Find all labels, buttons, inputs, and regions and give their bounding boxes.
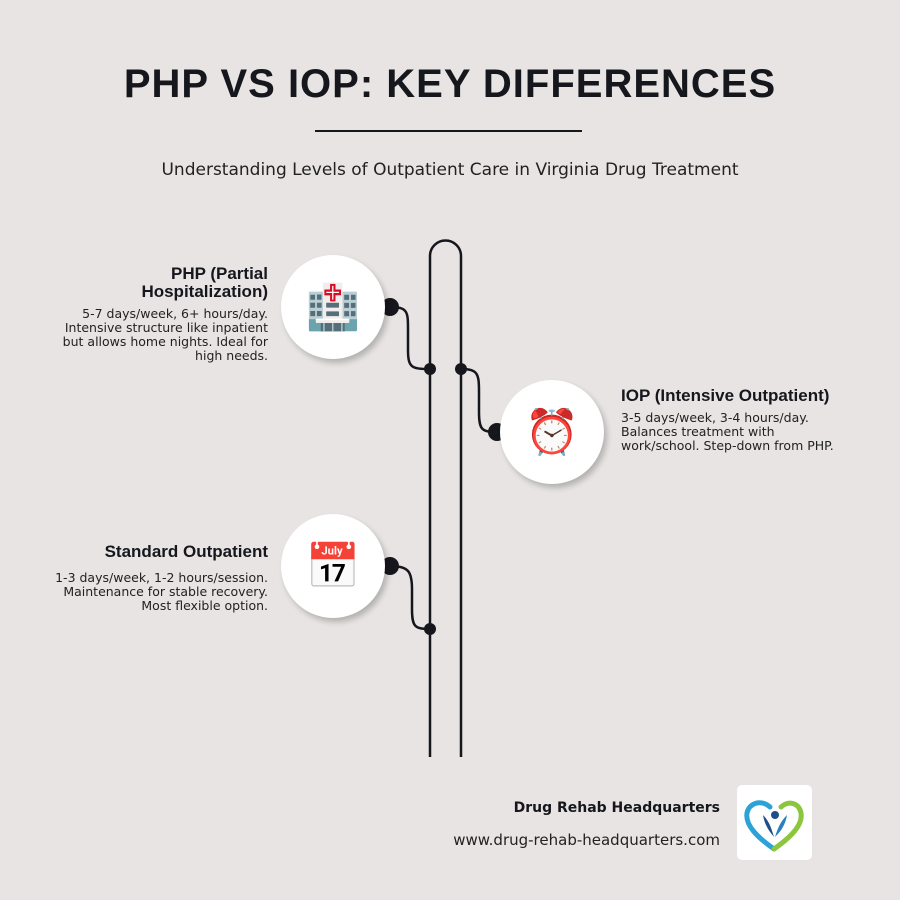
- node-dot: [381, 298, 399, 316]
- iop-description: 3-5 days/week, 3-4 hours/day. Balances t…: [621, 410, 834, 453]
- alarm-clock-icon: ⏰: [500, 380, 604, 484]
- standard-heading: Standard Outpatient: [104, 542, 268, 561]
- connector-php: [389, 305, 431, 371]
- brand-logo: [737, 785, 812, 860]
- iop-heading: IOP (Intensive Outpatient): [621, 386, 830, 405]
- node-dot: [455, 363, 467, 375]
- hospital-icon: 🏥: [281, 255, 385, 359]
- website-url: www.drug-rehab-headquarters.com: [453, 831, 720, 849]
- php-heading: PHP (Partial Hospitalization): [141, 264, 268, 301]
- iop-block: IOP (Intensive Outpatient) 3-5 days/week…: [621, 387, 846, 453]
- timeline-loop: [428, 239, 463, 757]
- node-dot: [424, 363, 436, 375]
- php-description: 5-7 days/week, 6+ hours/day. Intensive s…: [62, 306, 268, 363]
- page-title: PHP VS IOP: KEY DIFFERENCES: [123, 62, 777, 106]
- brand-name: Drug Rehab Headquarters: [513, 800, 720, 816]
- node-dot: [381, 557, 399, 575]
- heart-logo-icon: [744, 800, 804, 852]
- calendar-icon: 📅: [281, 514, 385, 618]
- connector-iop: [460, 367, 498, 434]
- node-dot: [424, 623, 436, 635]
- divider: [315, 130, 582, 132]
- connector-standard: [389, 564, 431, 631]
- standard-description: 1-3 days/week, 1-2 hours/session. Mainte…: [55, 570, 268, 613]
- subtitle: Understanding Levels of Outpatient Care …: [161, 160, 739, 180]
- php-block: PHP (Partial Hospitalization) 5-7 days/w…: [43, 265, 268, 363]
- standard-block: Standard Outpatient 1-3 days/week, 1-2 h…: [43, 543, 268, 613]
